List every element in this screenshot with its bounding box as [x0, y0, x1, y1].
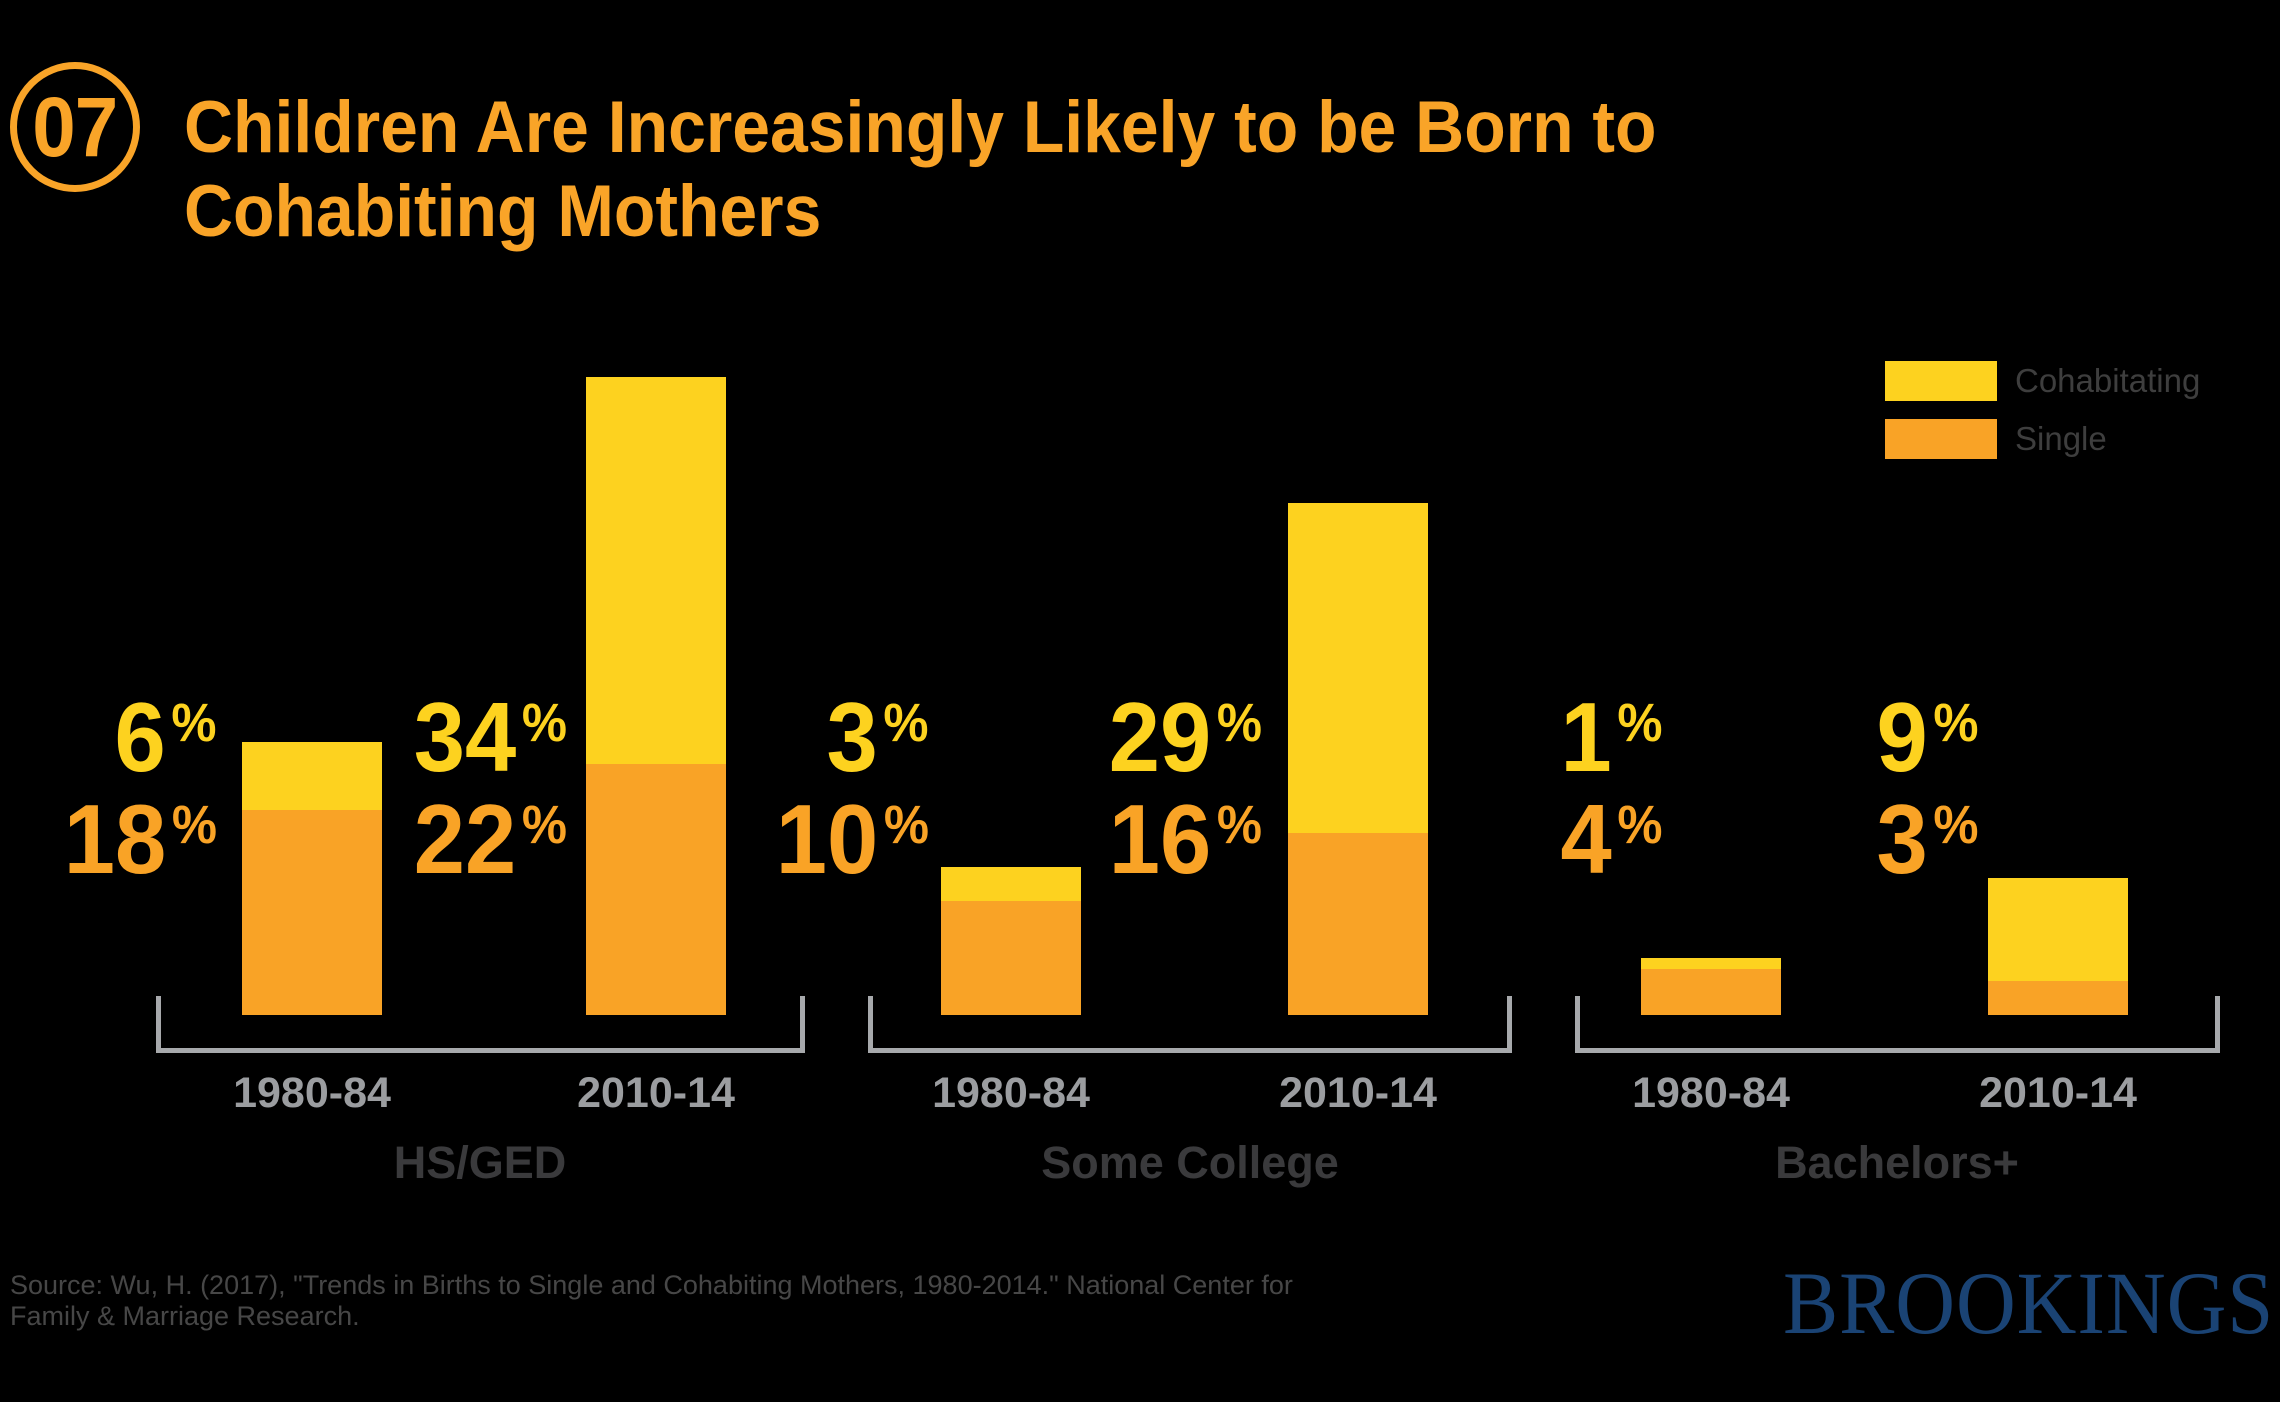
value-number: 10: [775, 784, 879, 894]
bar-segment-cohabitating: [941, 867, 1081, 901]
source-line1: Source: Wu, H. (2017), "Trends in Births…: [10, 1270, 1293, 1300]
stacked-bar: [1988, 878, 2128, 1015]
x-axis-label: 2010-14: [577, 1069, 735, 1117]
percent-sign: %: [171, 693, 217, 753]
bar-segment-single: [586, 764, 726, 1015]
bar-segment-cohabitating: [1988, 878, 2128, 981]
bar-segment-cohabitating: [242, 742, 382, 810]
group-bracket: [1575, 996, 2220, 1053]
stacked-bar: [242, 742, 382, 1015]
legend-swatch-single: [1885, 419, 1997, 459]
bar-value-label-cohabitating: 34%: [414, 688, 567, 802]
percent-sign: %: [1617, 693, 1663, 753]
x-axis-label: 1980-84: [932, 1069, 1090, 1117]
source-note: Source: Wu, H. (2017), "Trends in Births…: [10, 1270, 1293, 1332]
bar-segment-single: [1288, 833, 1428, 1015]
value-number: 18: [63, 784, 167, 894]
brookings-logo: BROOKINGS: [1783, 1255, 2275, 1353]
bar-segment-cohabitating: [586, 377, 726, 764]
value-number: 6: [114, 682, 167, 792]
percent-sign: %: [521, 795, 567, 855]
value-number: 29: [1108, 682, 1212, 792]
figure-number-badge: 07: [10, 62, 140, 192]
chart-title: Children Are Increasingly Likely to be B…: [184, 86, 1657, 254]
value-number: 4: [1560, 784, 1613, 894]
x-axis-label: 1980-84: [233, 1069, 391, 1117]
stacked-bar: [1641, 958, 1781, 1015]
x-axis-label: 1980-84: [1632, 1069, 1790, 1117]
legend-label-cohabitating: Cohabitating: [2015, 362, 2201, 399]
bar-value-label-single: 16%: [1109, 790, 1262, 904]
chart-title-line2: Cohabiting Mothers: [184, 171, 822, 252]
value-number: 16: [1108, 784, 1212, 894]
percent-sign: %: [1216, 693, 1262, 753]
group-label: Some College: [1041, 1137, 1339, 1188]
bar-value-label-cohabitating: 3%: [827, 688, 929, 802]
percent-sign: %: [883, 795, 929, 855]
stacked-bar: [586, 377, 726, 1015]
bar-value-label-single: 3%: [1877, 790, 1979, 904]
stacked-bar: [941, 867, 1081, 1015]
bar-segment-single: [1988, 981, 2128, 1015]
legend-swatch-cohabitating: [1885, 361, 1997, 401]
bar-value-label-single: 18%: [64, 790, 217, 904]
bar-value-label-single: 22%: [414, 790, 567, 904]
x-axis-label: 2010-14: [1979, 1069, 2137, 1117]
bar-value-label-cohabitating: 29%: [1109, 688, 1262, 802]
group-bracket: [156, 996, 805, 1053]
bar-segment-single: [242, 810, 382, 1015]
figure-number: 07: [32, 79, 118, 174]
bar-value-label-single: 4%: [1561, 790, 1663, 904]
value-number: 3: [826, 682, 879, 792]
percent-sign: %: [521, 693, 567, 753]
value-number: 1: [1560, 682, 1613, 792]
bar-segment-single: [1641, 969, 1781, 1015]
bar-value-label-cohabitating: 1%: [1561, 688, 1663, 802]
chart-title-line1: Children Are Increasingly Likely to be B…: [184, 87, 1657, 168]
value-number: 9: [1876, 682, 1929, 792]
percent-sign: %: [1617, 795, 1663, 855]
legend-item-cohabitating: Cohabitating: [1885, 361, 2200, 401]
value-number: 3: [1876, 784, 1929, 894]
bar-segment-cohabitating: [1641, 958, 1781, 969]
bar-segment-cohabitating: [1288, 503, 1428, 833]
value-number: 34: [413, 682, 517, 792]
percent-sign: %: [1933, 795, 1979, 855]
bar-value-label-single: 10%: [776, 790, 929, 904]
legend-item-single: Single: [1885, 419, 2107, 459]
legend-label-single: Single: [2015, 420, 2107, 457]
value-number: 22: [413, 784, 517, 894]
bar-segment-single: [941, 901, 1081, 1015]
percent-sign: %: [1933, 693, 1979, 753]
source-line2: Family & Marriage Research.: [10, 1301, 360, 1331]
stacked-bar: [1288, 503, 1428, 1015]
x-axis-label: 2010-14: [1279, 1069, 1437, 1117]
group-bracket: [868, 996, 1512, 1053]
percent-sign: %: [883, 693, 929, 753]
group-label: Bachelors+: [1775, 1137, 2019, 1188]
percent-sign: %: [171, 795, 217, 855]
group-label: HS/GED: [393, 1137, 567, 1188]
bar-value-label-cohabitating: 9%: [1877, 688, 1979, 802]
percent-sign: %: [1216, 795, 1262, 855]
bar-value-label-cohabitating: 6%: [115, 688, 217, 802]
